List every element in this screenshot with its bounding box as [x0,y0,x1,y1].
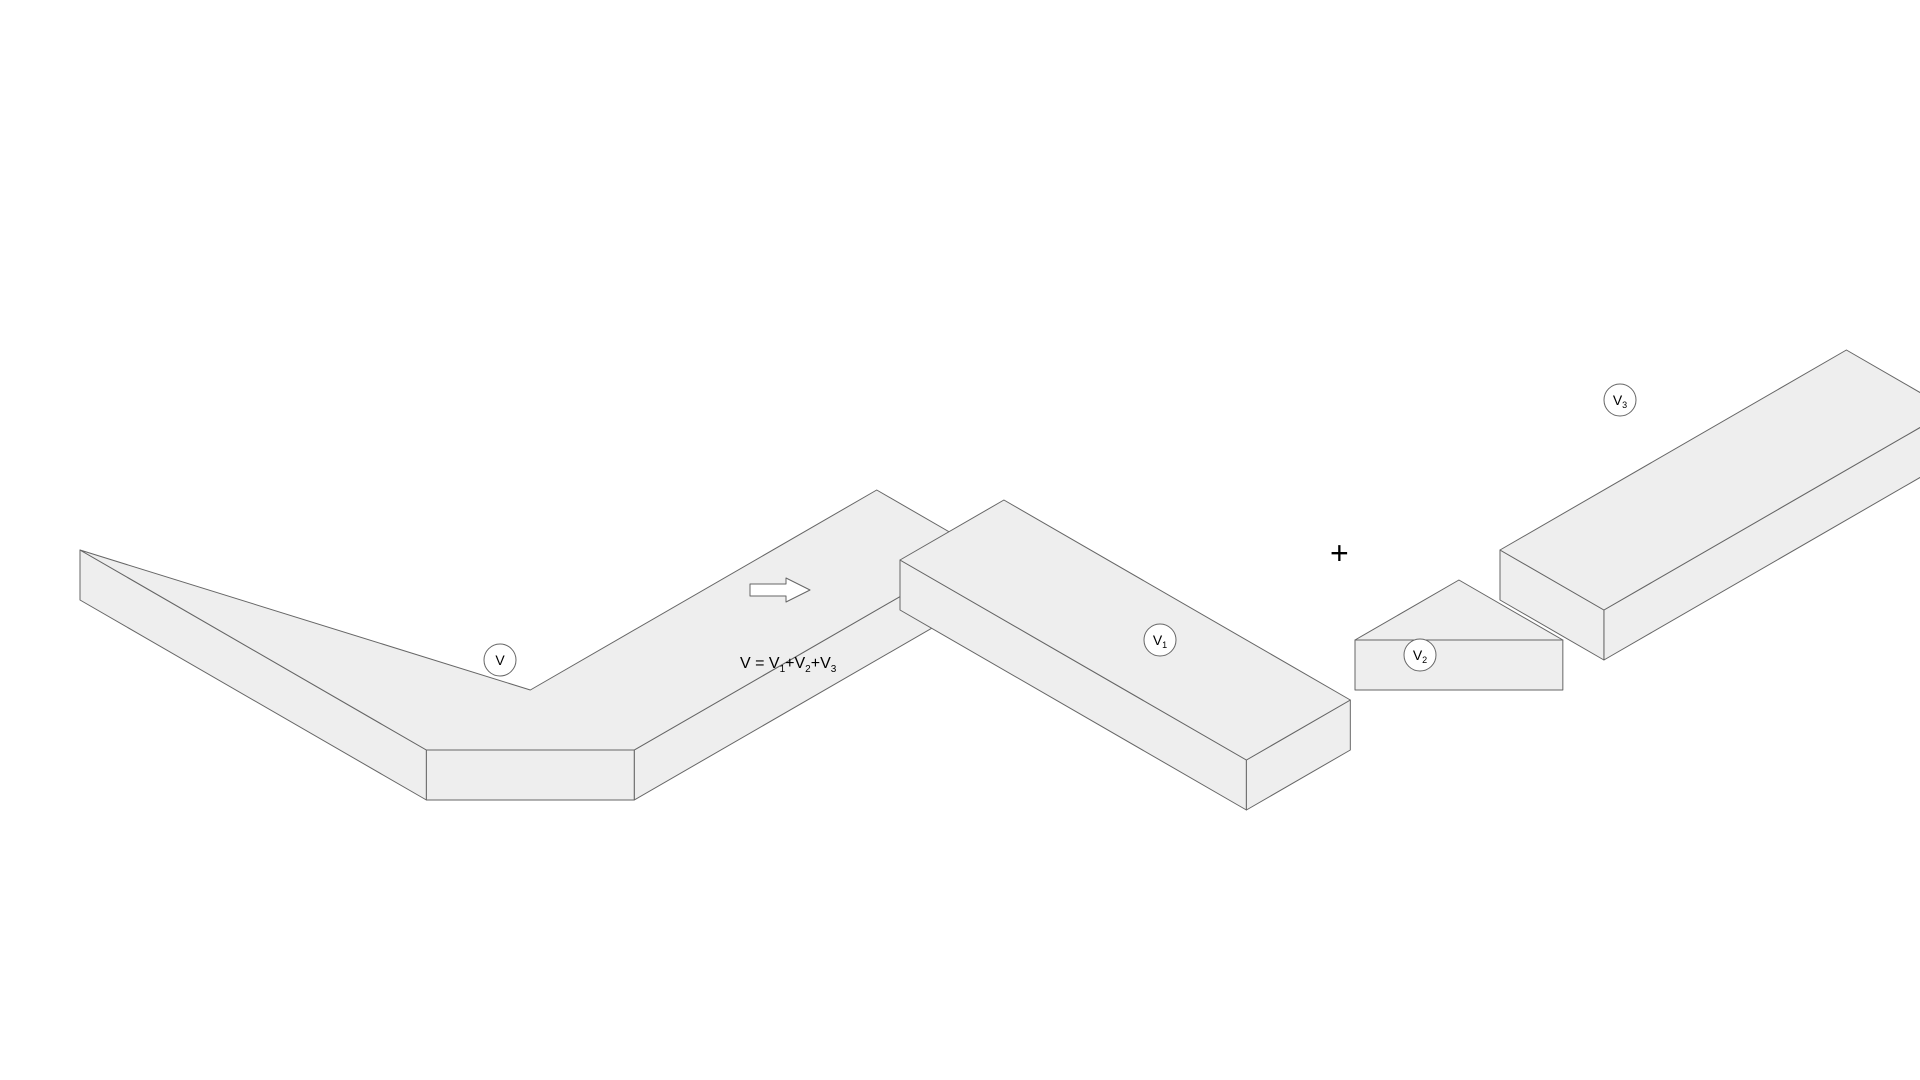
volume-decomposition-diagram: V V1 V2 V3 [0,0,1920,1080]
plus-symbol: + [1330,535,1349,572]
svg-text:V: V [495,652,505,668]
solid-v3 [1500,350,1920,660]
solid-v1 [900,500,1350,810]
volume-formula: V = V1+V2+V3 [740,655,836,675]
label-v1: V1 [1144,624,1176,656]
label-v2: V2 [1404,639,1436,671]
solid-v-whole [80,490,981,800]
label-v3: V3 [1604,384,1636,416]
label-v: V [484,644,516,676]
